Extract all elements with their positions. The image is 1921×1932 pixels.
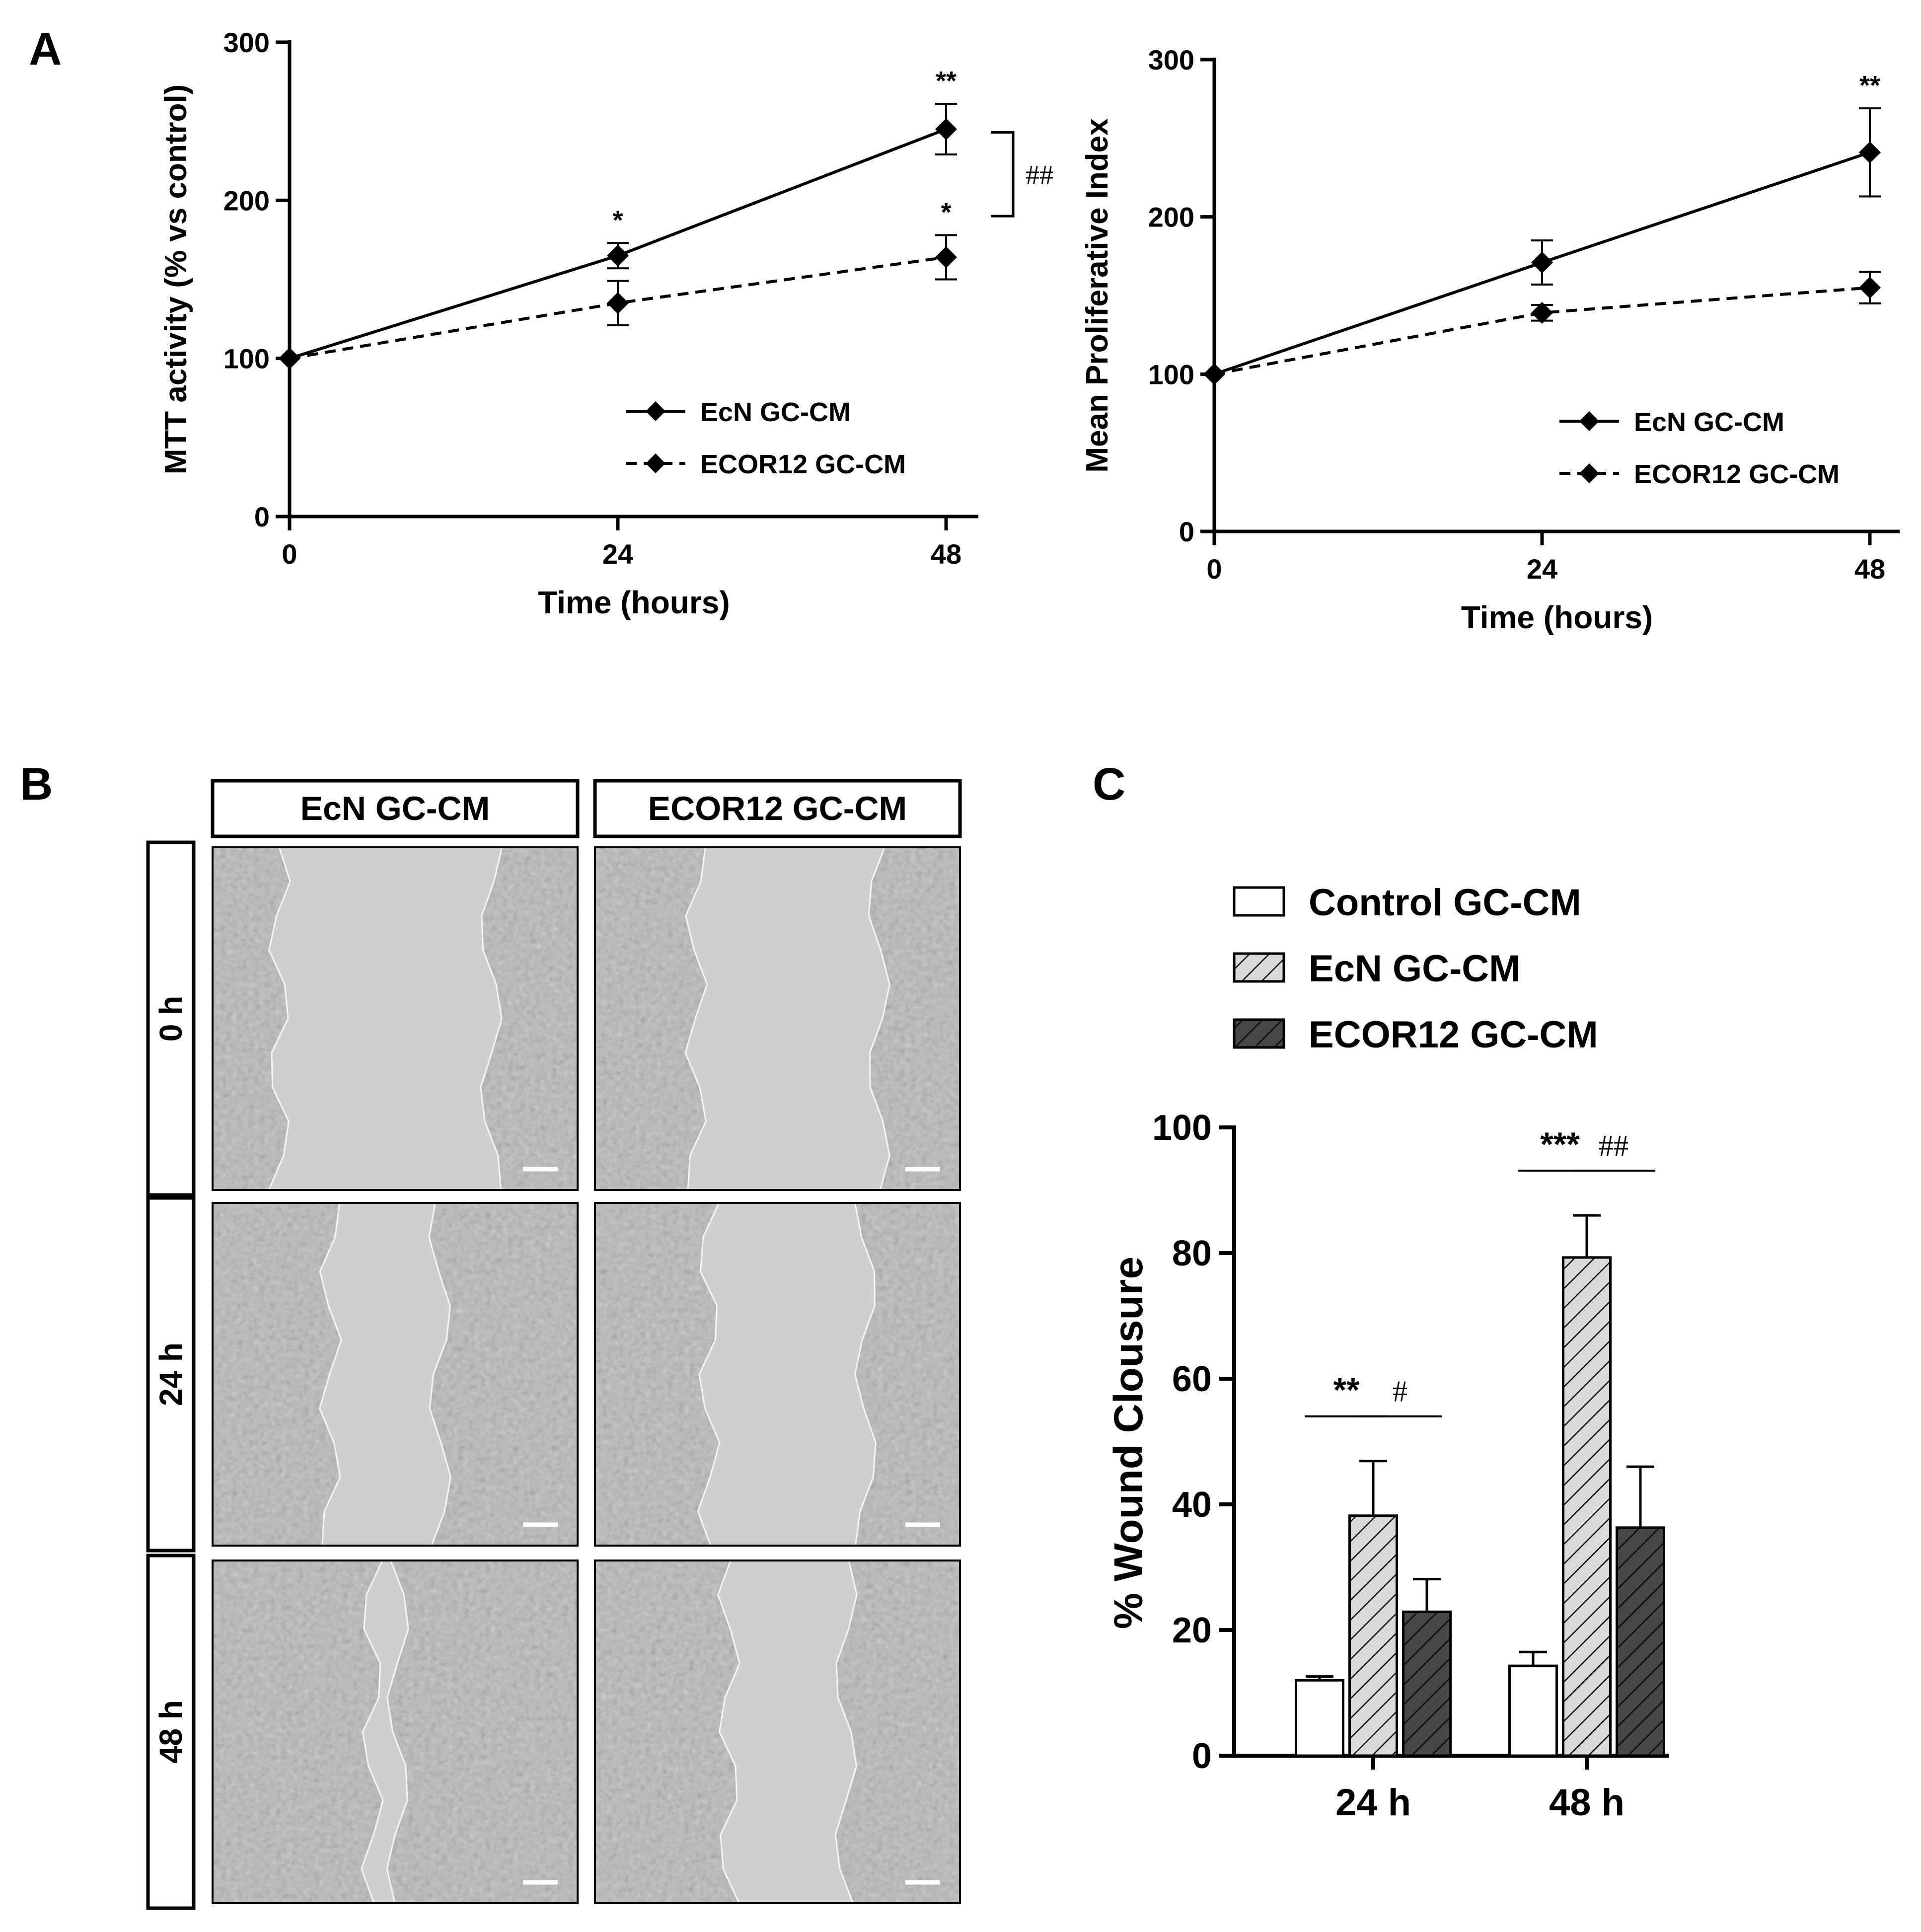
micrograph-frame xyxy=(212,846,579,1191)
y-tick-label: 300 xyxy=(223,27,270,58)
x-tick-label: 0 xyxy=(1206,553,1222,585)
legend-swatch xyxy=(1233,886,1285,917)
micrograph-frame xyxy=(212,1560,579,1904)
y-tick-label: 100 xyxy=(1152,1108,1212,1148)
x-tick-label: 24 h xyxy=(1335,1782,1411,1824)
bar xyxy=(1295,1679,1344,1757)
y-tick-label: 40 xyxy=(1172,1485,1212,1525)
series-line-1 xyxy=(1214,286,1870,376)
data-point xyxy=(1203,363,1225,385)
legend-swatch xyxy=(1233,1018,1285,1049)
legend-swatch xyxy=(1233,952,1285,983)
legend-marker xyxy=(646,453,665,473)
micrograph-frame xyxy=(594,846,961,1191)
row-header: 0 h xyxy=(153,996,189,1041)
legend-label: EcN GC-CM xyxy=(1309,948,1520,990)
data-point xyxy=(1531,301,1553,324)
panel-label-b: B xyxy=(20,759,53,810)
legend-marker xyxy=(1579,463,1599,483)
x-tick-label: 48 h xyxy=(1549,1782,1625,1824)
column-header-box xyxy=(593,779,962,838)
x-tick-label: 24 xyxy=(602,538,633,570)
y-tick-label: 60 xyxy=(1172,1359,1212,1399)
row-header-box xyxy=(146,1554,196,1910)
x-tick-label: 0 xyxy=(282,538,297,570)
column-header: ECOR12 GC-CM xyxy=(648,790,907,827)
y-tick-label: 0 xyxy=(254,501,270,532)
panel-label-c: C xyxy=(1093,759,1125,810)
wound-closure-bar-chart: 0 20 40 60 80 100 % Wound Clousure 24 h ** #48 h *… xyxy=(1106,882,1669,1824)
significance-marker: * xyxy=(941,197,951,227)
wound-gap xyxy=(684,846,890,1191)
y-tick-label: 100 xyxy=(1148,359,1194,390)
data-point xyxy=(607,244,629,267)
data-point xyxy=(607,292,629,314)
significance-marker: * xyxy=(612,205,623,235)
legend-marker xyxy=(646,401,665,421)
x-tick-label: 48 xyxy=(931,538,961,570)
bar xyxy=(1348,1514,1398,1757)
significance-bracket xyxy=(991,131,1015,218)
y-tick-label: 200 xyxy=(1148,202,1194,233)
micrograph-frame xyxy=(212,1202,579,1547)
micrograph-frame xyxy=(594,1560,961,1904)
micrograph-frame xyxy=(594,1202,961,1547)
column-header: EcN GC-CM xyxy=(300,790,490,827)
column-header-box xyxy=(211,779,580,838)
legend-marker xyxy=(1579,411,1599,431)
significance-marker: ** xyxy=(1859,71,1880,100)
y-tick-label: 80 xyxy=(1172,1234,1212,1273)
bar xyxy=(1402,1610,1452,1757)
panel-label-a: A xyxy=(29,24,62,74)
wound-gap xyxy=(717,1560,858,1904)
wound-healing-micrographs: EcN GC-CM ECOR12 GC-CM 0 h 24 h 48 h xyxy=(146,779,962,1910)
x-tick-label: 48 xyxy=(1854,553,1885,585)
significance-label: *** xyxy=(1540,1125,1580,1163)
y-axis-title: MTT activity (% vs control) xyxy=(159,84,193,474)
row-header: 48 h xyxy=(153,1700,189,1764)
data-point xyxy=(1859,277,1881,299)
y-tick-label: 0 xyxy=(1192,1736,1212,1776)
significance-marker: ** xyxy=(936,66,957,96)
bar xyxy=(1562,1256,1612,1757)
significance-label: # xyxy=(1393,1375,1407,1408)
series-line-1 xyxy=(289,255,947,360)
y-tick-label: 20 xyxy=(1172,1611,1212,1650)
data-point xyxy=(935,246,957,268)
mtt-line-chart: 0 100 200 300 0 24 48 Time (hours) MTT activity … xyxy=(159,27,1053,620)
data-point xyxy=(279,347,300,370)
y-tick-label: 300 xyxy=(1148,44,1194,75)
y-tick-label: 0 xyxy=(1179,516,1194,547)
legend-label: ECOR12 GC-CM xyxy=(1634,459,1840,489)
wound-gap xyxy=(267,846,503,1191)
y-axis-title: Mean Proliferative Index xyxy=(1080,118,1114,473)
x-tick-label: 24 xyxy=(1527,553,1557,585)
row-header-box xyxy=(146,1196,196,1553)
wound-gap xyxy=(697,1202,877,1547)
significance-label: ** xyxy=(1333,1371,1360,1409)
x-axis-title: Time (hours) xyxy=(538,585,730,620)
significance-label: ## xyxy=(1599,1129,1628,1162)
data-point xyxy=(1531,251,1553,274)
row-header: 24 h xyxy=(153,1342,189,1406)
bracket-label: ## xyxy=(1026,160,1053,191)
y-tick-label: 200 xyxy=(223,185,270,216)
legend-label: Control GC-CM xyxy=(1309,882,1581,924)
legend-label: EcN GC-CM xyxy=(1634,407,1784,437)
y-axis-title: % Wound Clousure xyxy=(1106,1257,1151,1629)
bar xyxy=(1616,1526,1665,1757)
row-header-box xyxy=(146,840,196,1197)
data-point xyxy=(935,118,957,141)
legend-label: ECOR12 GC-CM xyxy=(1309,1014,1598,1056)
proliferative-line-chart: 0 100 200 300 0 24 48 Time (hours) Mean Prolifer… xyxy=(1080,44,1900,635)
legend-label: ECOR12 GC-CM xyxy=(700,449,906,479)
x-axis-title: Time (hours) xyxy=(1461,599,1653,635)
y-tick-label: 100 xyxy=(223,343,270,374)
bar xyxy=(1508,1664,1558,1757)
legend-label: EcN GC-CM xyxy=(700,397,851,427)
wound-gap xyxy=(319,1202,452,1547)
data-point xyxy=(1859,141,1881,163)
